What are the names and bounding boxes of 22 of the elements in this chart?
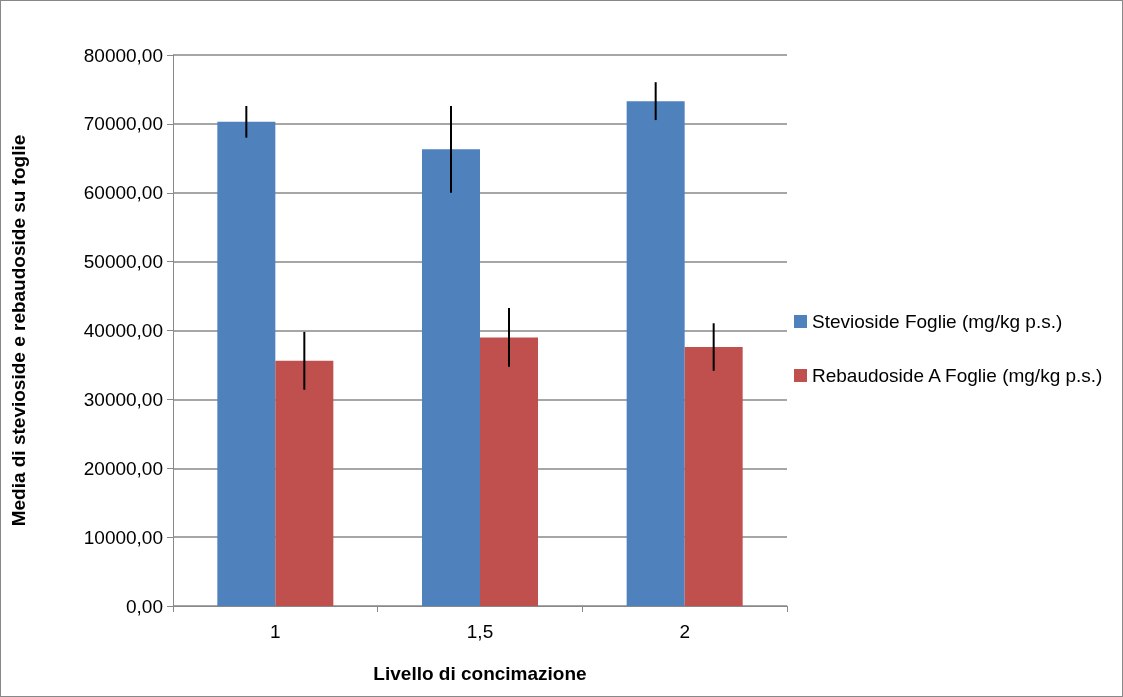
x-tick-label: 2: [679, 621, 690, 642]
bar: [217, 121, 276, 606]
bar: [422, 149, 480, 606]
y-tick-label: 70000,00: [83, 113, 163, 135]
y-axis-title: Media di stevioside e rebaudoside su foglie: [8, 134, 29, 527]
legend-label: Stevioside Foglie (mg/kg p.s.): [812, 311, 1063, 332]
y-tick-label: 80000,00: [83, 44, 163, 66]
y-tick-label: 30000,00: [83, 388, 163, 410]
legend-label: Rebaudoside A Foglie (mg/kg p.s.): [812, 365, 1103, 386]
bar: [684, 347, 743, 606]
y-tick-label: 40000,00: [83, 320, 163, 341]
x-tick-label: 1,5: [466, 621, 494, 642]
bar: [626, 101, 685, 606]
bar: [480, 337, 538, 606]
y-tick-label: 10000,00: [83, 526, 163, 548]
bar: [275, 360, 334, 606]
y-tick-label: 50000,00: [83, 251, 163, 273]
y-tick-label: 60000,00: [83, 182, 163, 204]
x-axis-title: Livello di concimazione: [373, 663, 587, 684]
x-tick-label: 1: [270, 621, 281, 642]
y-tick-label: 0,00: [126, 595, 163, 617]
y-tick-label: 20000,00: [83, 457, 163, 479]
